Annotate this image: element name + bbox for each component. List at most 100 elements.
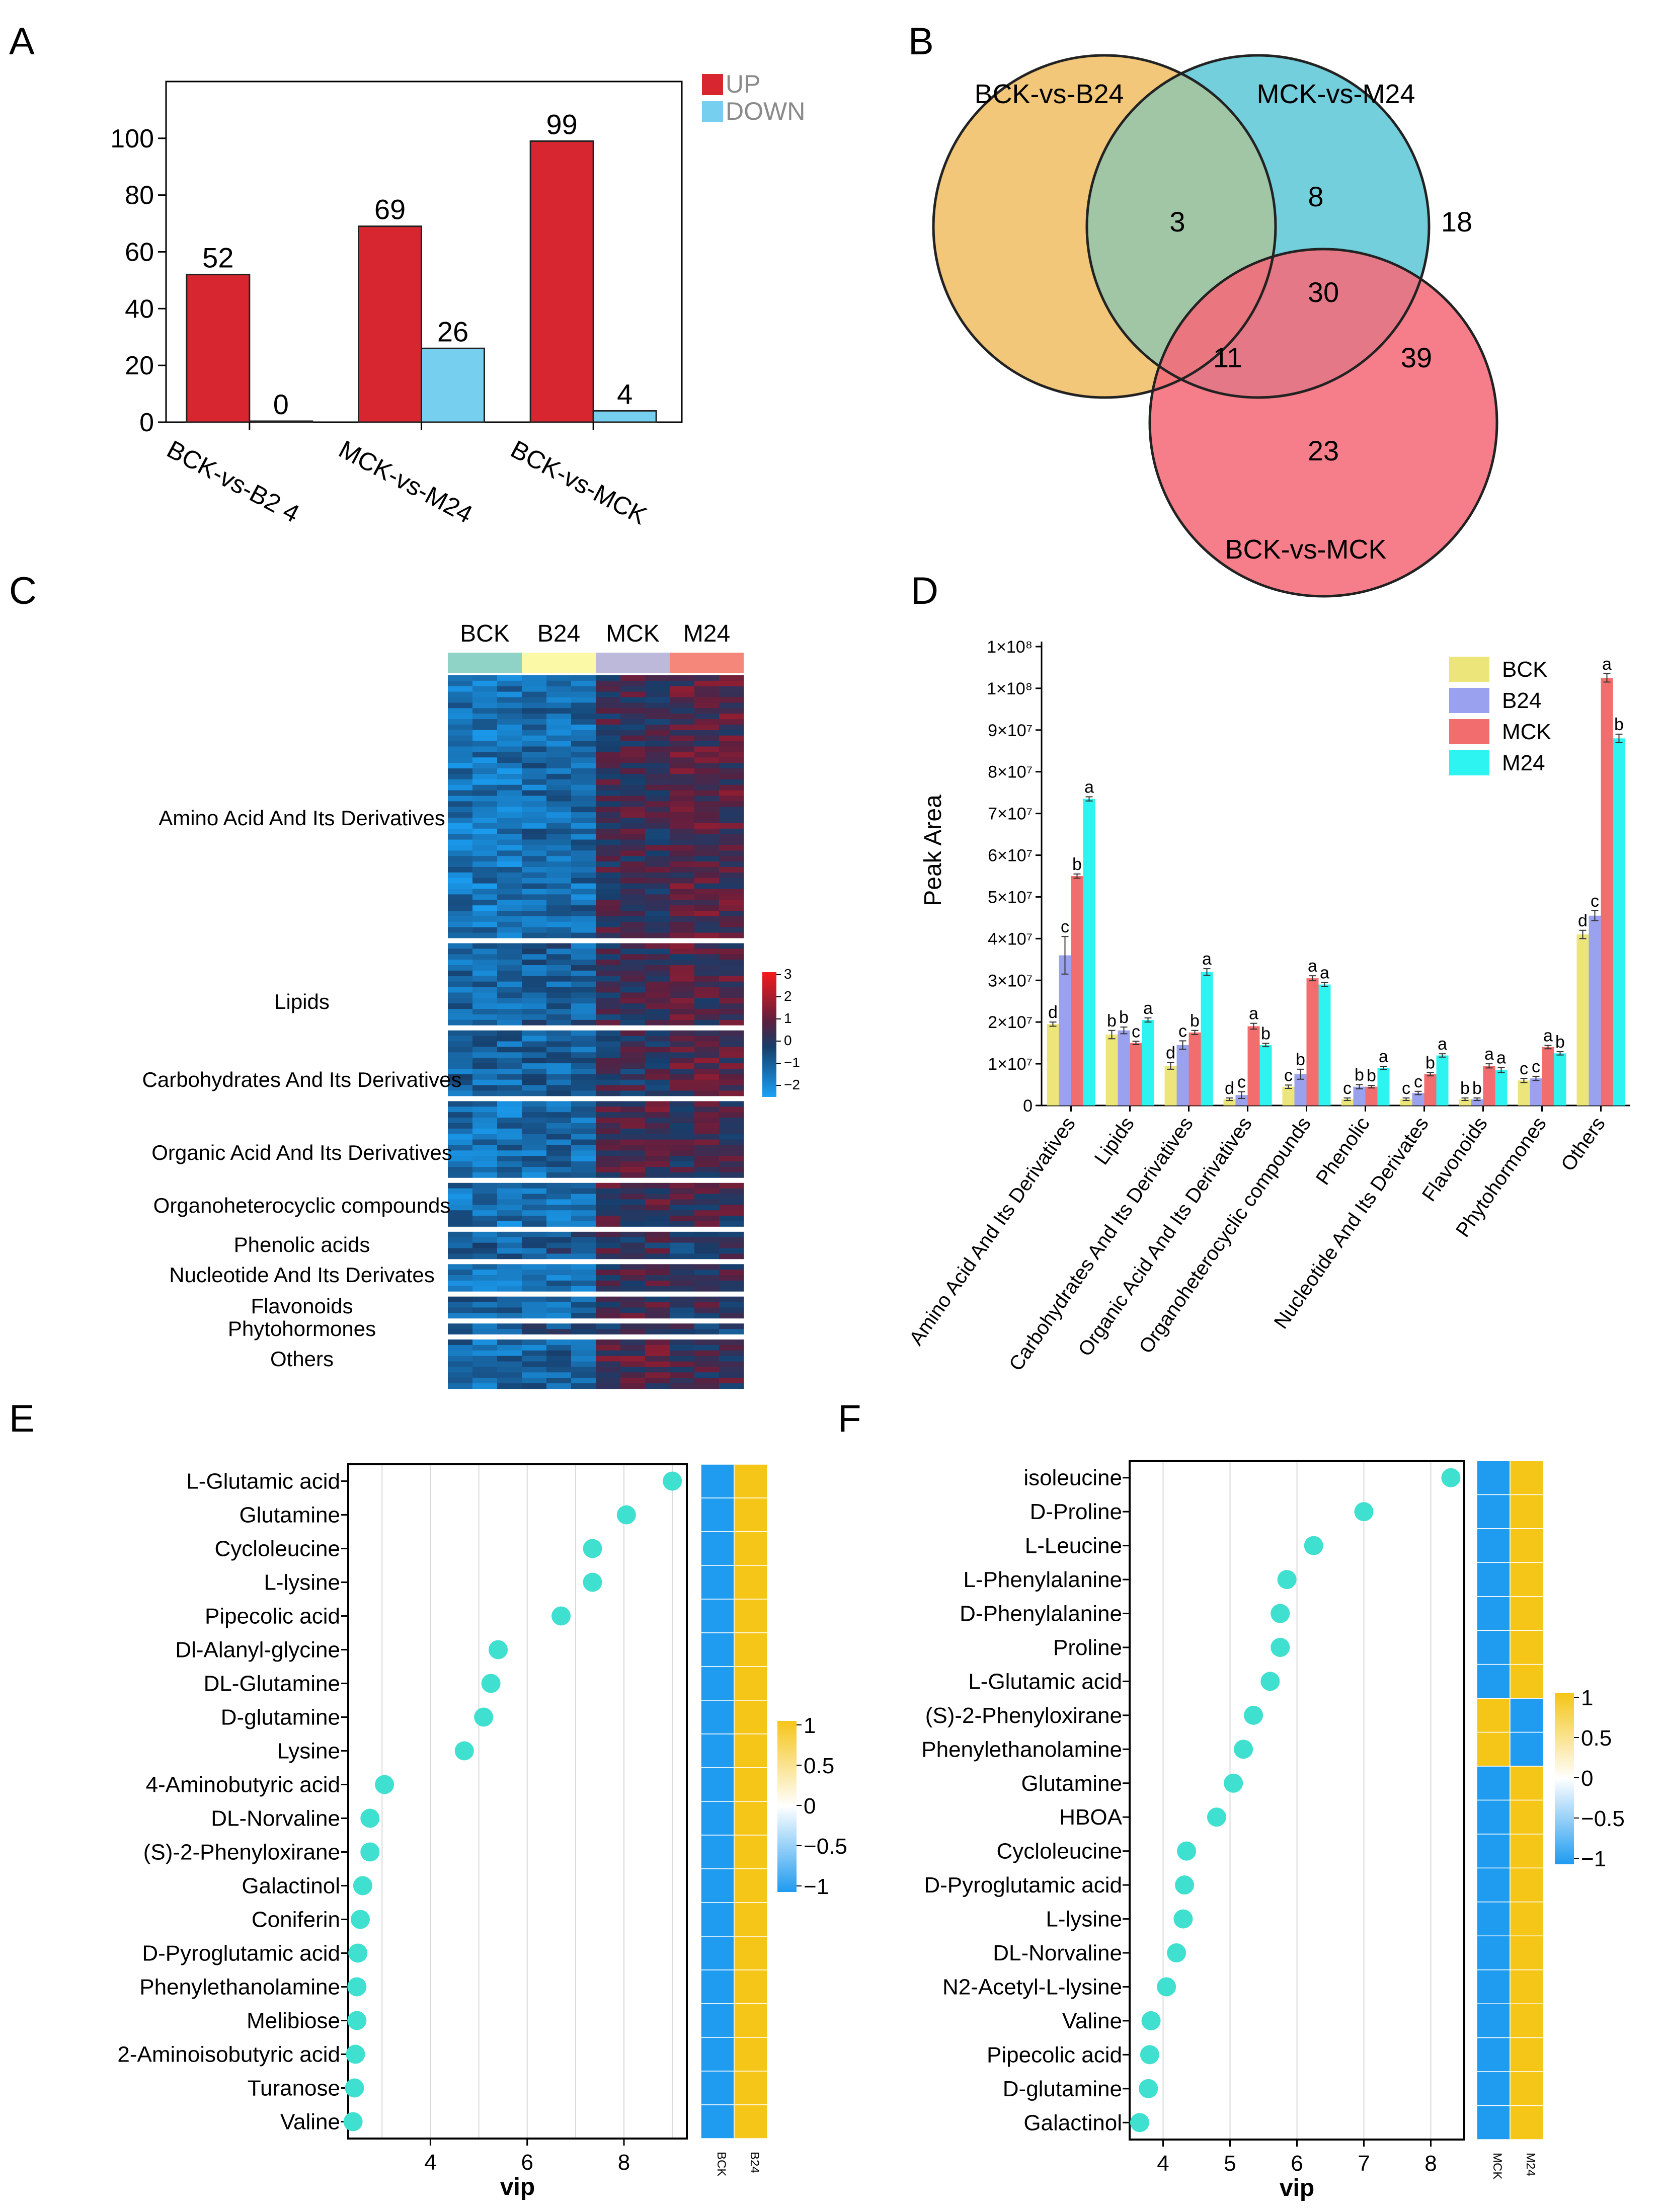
c-heat-cell (522, 1378, 547, 1384)
c-heat-cell (670, 1079, 695, 1086)
d-significance-letter: a (1202, 950, 1212, 969)
c-heat-cell (694, 916, 720, 922)
c-heat-cell (645, 861, 670, 867)
c-heat-cell (522, 872, 547, 879)
c-heat-cell (497, 1210, 522, 1216)
c-heat-cell (497, 702, 522, 708)
f-heat-cell (1510, 1935, 1544, 1970)
c-heat-cell (645, 932, 670, 938)
f-xtick-label: 5 (1224, 2151, 1236, 2176)
c-heat-cell (596, 1350, 621, 1357)
c-heat-cell (546, 1216, 572, 1222)
e-compound-label: 2-Aminoisobutyric acid (117, 2042, 340, 2067)
c-heat-cell (546, 845, 572, 851)
c-heat-cell (694, 1323, 720, 1329)
c-heat-cell (472, 823, 498, 829)
c-heat-cell (497, 1019, 522, 1026)
c-heat-cell (571, 949, 596, 955)
c-heat-cell (522, 1205, 547, 1211)
c-heat-cell (522, 763, 547, 769)
c-heat-cell (645, 818, 670, 824)
c-heat-cell (546, 1307, 572, 1313)
c-heat-cell (546, 856, 572, 862)
a-bar-down (249, 420, 313, 423)
f-xlabel: vip (1280, 2175, 1314, 2201)
c-heat-cell (719, 1014, 744, 1020)
c-heat-cell (448, 1167, 473, 1173)
c-heat-cell (719, 779, 744, 785)
e-heat-cell (734, 2071, 768, 2105)
d-significance-letter: d (1048, 1003, 1058, 1022)
c-heat-cell (448, 850, 473, 856)
c-heat-cell (522, 719, 547, 725)
c-heat-cell (472, 998, 498, 1004)
c-heat-cell (448, 779, 473, 785)
d-bar-bck (1047, 1024, 1059, 1105)
c-heat-cell (596, 1367, 621, 1373)
c-heat-cell (694, 828, 720, 835)
e-compound-label: Turanose (248, 2076, 340, 2101)
e-xtick-label: 4 (424, 2150, 436, 2175)
c-heat-cell (645, 1167, 670, 1173)
c-heat-cell (472, 1323, 498, 1329)
c-heat-cell (522, 1221, 547, 1227)
c-heat-cell (497, 1205, 522, 1211)
panel-label-e: E (9, 1397, 35, 1440)
c-heat-cell (522, 1041, 547, 1047)
c-heat-cell (645, 1248, 670, 1254)
c-heat-cell (596, 1145, 621, 1151)
d-bar-b24 (1059, 955, 1071, 1105)
d-significance-letter: a (1543, 1026, 1553, 1046)
c-heat-cell (472, 1156, 498, 1162)
c-heat-cell (596, 878, 621, 884)
c-heat-cell (522, 746, 547, 752)
c-heat-cell (694, 1383, 720, 1389)
d-bar-b24 (1235, 1095, 1248, 1105)
c-heat-cell (472, 1074, 498, 1080)
c-heat-cell (719, 1307, 744, 1313)
c-heat-cell (694, 878, 720, 884)
c-heat-cell (596, 872, 621, 879)
c-heat-cell (596, 1068, 621, 1075)
c-heat-cell (645, 1145, 670, 1151)
c-heat-cell (472, 954, 498, 960)
c-heat-cell (694, 1052, 720, 1058)
e-vip-dot (616, 1505, 636, 1525)
c-heat-cell (620, 1307, 646, 1313)
c-heat-cell (472, 987, 498, 993)
c-heat-cell (448, 763, 473, 769)
c-heat-cell (645, 1345, 670, 1351)
c-heat-cell (645, 1302, 670, 1308)
d-significance-letter: d (1225, 1079, 1234, 1098)
c-heat-cell (694, 708, 720, 714)
c-heat-cell (596, 719, 621, 725)
panel-label-d: D (911, 570, 938, 612)
c-heat-cell (596, 1030, 621, 1037)
c-heat-cell (448, 1361, 473, 1367)
c-heat-cell (670, 675, 695, 681)
c-heat-cell (596, 1280, 621, 1287)
c-heat-cell (694, 1003, 720, 1009)
venn-set-label-bck-vs-mck: BCK-vs-MCK (1225, 534, 1387, 565)
c-heat-cell (645, 812, 670, 818)
f-heat-cell (1476, 2037, 1511, 2072)
e-vip-dot (454, 1741, 474, 1761)
c-heat-cell (694, 1112, 720, 1118)
f-heat-cell (1476, 1969, 1511, 2004)
c-heat-cell (522, 1014, 547, 1020)
c-heat-cell (472, 1172, 498, 1178)
c-heat-cell (571, 1313, 596, 1319)
c-heat-cell (546, 1242, 572, 1249)
c-heat-cell (670, 1221, 695, 1227)
c-heat-cell (670, 1112, 695, 1118)
c-heat-cell (670, 927, 695, 933)
panel-e-vip-dot-plot: L-Glutamic acidGlutamineCycloleucineL-ly… (117, 1463, 847, 2200)
c-heat-cell (472, 1167, 498, 1173)
c-heat-cell (719, 680, 744, 687)
c-heat-cell (546, 1378, 572, 1384)
c-heat-cell (448, 1118, 473, 1124)
c-heat-cell (694, 1014, 720, 1020)
c-heat-cell (522, 1383, 547, 1389)
c-heat-cell (522, 932, 547, 938)
